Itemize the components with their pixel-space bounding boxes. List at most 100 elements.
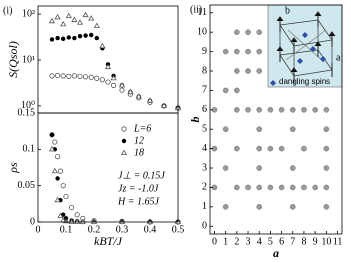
plot-frame (37, 112, 179, 223)
marker (245, 29, 251, 35)
y-tick-label: 10² (22, 8, 35, 19)
y-tick-label: 8 (202, 65, 207, 76)
x-tick-label: 5 (268, 236, 273, 247)
marker (121, 126, 127, 132)
y-tick-label: 10 (197, 26, 207, 37)
marker (89, 32, 94, 38)
y-axis-label: b (188, 117, 202, 123)
y-tick-label: 3 (202, 162, 207, 173)
marker (110, 74, 117, 81)
marker (54, 13, 61, 20)
x-tick-label: 0 (212, 236, 217, 247)
marker (245, 48, 251, 55)
marker (66, 35, 72, 40)
marker (83, 33, 88, 38)
x-tick-label: 7 (290, 236, 295, 247)
marker (77, 33, 83, 39)
marker (234, 106, 240, 113)
marker (146, 97, 154, 103)
marker (278, 184, 285, 191)
marker (121, 138, 127, 144)
x-tick-label: 4 (257, 236, 262, 247)
marker (323, 126, 330, 133)
y-tick-label: 10¹ (22, 54, 35, 65)
marker (49, 37, 55, 42)
marker (312, 184, 318, 191)
x-axis-label: kBT/J (94, 234, 123, 248)
y-axis-label: S(Qsol) (6, 41, 20, 78)
x-tick-label: 2 (234, 236, 239, 247)
marker (111, 82, 117, 88)
plot-frame (37, 5, 179, 114)
marker (55, 35, 60, 41)
marker (222, 165, 229, 171)
marker (234, 145, 240, 152)
marker (60, 20, 67, 27)
marker (245, 184, 251, 191)
marker (234, 68, 240, 74)
annotation: H = 1.65J (117, 196, 159, 207)
legend-label: 18 (134, 147, 144, 158)
plot-frame (209, 4, 343, 235)
marker (301, 145, 307, 152)
marker (222, 204, 229, 210)
marker (289, 204, 296, 210)
marker (245, 68, 251, 74)
marker (267, 145, 274, 152)
marker (234, 184, 240, 191)
marker (301, 184, 307, 191)
marker (160, 102, 168, 108)
x-tick-label: 6 (279, 236, 284, 247)
marker (120, 149, 128, 155)
marker (256, 184, 263, 191)
marker (82, 11, 89, 18)
marker (99, 42, 106, 49)
marker (256, 29, 263, 35)
marker (72, 35, 77, 41)
marker (49, 73, 55, 79)
marker (323, 204, 330, 210)
marker (323, 165, 330, 171)
y-tick-label: 0.05 (18, 180, 36, 191)
marker (267, 106, 274, 113)
marker (93, 22, 100, 29)
marker (48, 17, 56, 24)
marker (49, 132, 55, 137)
marker (51, 167, 58, 174)
marker (323, 184, 330, 191)
x-tick-label: 3 (246, 236, 251, 247)
x-tick-label: 0.5 (172, 224, 185, 235)
marker (71, 16, 78, 22)
x-tick-label: 10 (321, 236, 331, 247)
x-axis-label: a (273, 246, 279, 260)
panel-label: (i) (3, 5, 12, 16)
marker (301, 106, 307, 113)
marker (60, 73, 66, 79)
x-tick-label: 0.2 (88, 224, 101, 235)
marker (77, 73, 83, 79)
marker (99, 77, 106, 83)
x-tick-label: 0.1 (60, 224, 73, 235)
marker (76, 19, 84, 25)
marker (289, 126, 296, 133)
y-tick-label: 0.15 (18, 107, 36, 118)
marker (222, 48, 229, 55)
marker (88, 15, 95, 21)
marker (60, 183, 66, 189)
marker (119, 87, 125, 93)
marker (71, 73, 78, 79)
x-tick-label: 11 (333, 236, 343, 247)
marker (54, 72, 61, 79)
y-tick-label: 0.1 (23, 144, 36, 155)
marker (256, 204, 263, 210)
marker (94, 35, 100, 41)
marker (312, 106, 318, 113)
annotation: J⊥ = 0.15J (118, 170, 165, 181)
marker (256, 126, 263, 133)
y-tick-label: 0 (202, 221, 207, 232)
marker (256, 106, 263, 113)
marker (278, 145, 285, 152)
marker (234, 48, 240, 55)
inset-label: b (285, 5, 290, 16)
marker (65, 12, 72, 19)
